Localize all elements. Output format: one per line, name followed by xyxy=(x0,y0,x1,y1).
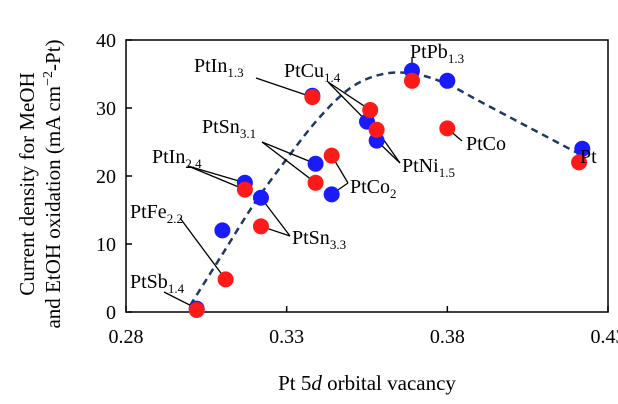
axis-titles-layer: Pt 5d orbital vacancy Current density for… xyxy=(15,39,456,395)
data-point-red xyxy=(403,72,420,89)
annotation-label: PtIn1.3 xyxy=(194,55,244,80)
annotation-label: PtPb1.3 xyxy=(410,41,464,66)
data-point-blue xyxy=(307,155,324,172)
leader-line xyxy=(187,165,246,184)
y-tick-label: 30 xyxy=(96,98,116,120)
leader-line xyxy=(327,81,371,111)
annotation-label: PtCo2 xyxy=(350,176,397,201)
trend-line-layer xyxy=(189,71,577,306)
data-point-red xyxy=(323,147,340,164)
leader-line xyxy=(261,141,316,184)
annotation-label: PtNi1.5 xyxy=(402,155,455,180)
leader-line xyxy=(260,197,291,237)
tick-labels-layer: 0 10 20 30 40 0.28 0.33 0.38 0.43 xyxy=(96,30,618,348)
annotation-label: PtCu1.4 xyxy=(284,60,341,85)
leader-line xyxy=(187,165,246,191)
x-tick-label: 0.33 xyxy=(269,326,304,348)
annotation-label: PtSn3.1 xyxy=(202,116,256,141)
y-axis-title-line2: and EtOH oxidation (mA cm−2-Pt) xyxy=(41,39,65,328)
data-points-layer xyxy=(188,62,591,318)
x-tick-label: 0.43 xyxy=(591,326,618,348)
y-axis-title-line1: Current density for MeOH xyxy=(15,72,39,295)
annotation-label: Pt xyxy=(580,146,597,168)
data-point-red xyxy=(362,102,379,119)
y-tick-label: 40 xyxy=(96,30,116,52)
annotation-label: PtIn2.4 xyxy=(152,146,202,171)
leader-line xyxy=(255,77,313,98)
data-point-red xyxy=(439,120,456,137)
y-tick-label: 20 xyxy=(96,166,116,188)
data-point-blue xyxy=(439,72,456,89)
x-tick-label: 0.28 xyxy=(109,326,144,348)
data-point-red xyxy=(304,89,321,106)
trend-line xyxy=(189,71,577,306)
x-axis-title: Pt 5d orbital vacancy xyxy=(278,371,456,395)
data-point-red xyxy=(236,181,253,198)
data-point-blue xyxy=(574,140,591,157)
data-point-blue xyxy=(323,186,340,203)
data-point-red xyxy=(188,301,205,318)
annotation-label: PtFe2.2 xyxy=(130,201,183,226)
plot-frame xyxy=(125,39,609,313)
y-tick-label: 0 xyxy=(106,302,116,324)
x-tick-label: 0.38 xyxy=(430,326,465,348)
y-tick-label: 10 xyxy=(96,234,116,256)
leader-lines-layer xyxy=(163,57,583,310)
leader-line xyxy=(327,81,368,123)
data-point-red xyxy=(217,271,234,288)
data-point-red xyxy=(368,121,385,138)
data-point-red xyxy=(571,154,588,171)
data-point-blue xyxy=(252,189,269,206)
data-point-red xyxy=(307,174,324,191)
data-point-red xyxy=(252,218,269,235)
leader-line xyxy=(179,217,227,280)
data-point-blue xyxy=(214,222,231,239)
annotation-label: PtSn3.3 xyxy=(292,227,346,252)
annotation-label: PtSb1.4 xyxy=(130,271,185,296)
leader-line xyxy=(261,141,316,165)
annotation-label: PtCo xyxy=(466,133,506,155)
